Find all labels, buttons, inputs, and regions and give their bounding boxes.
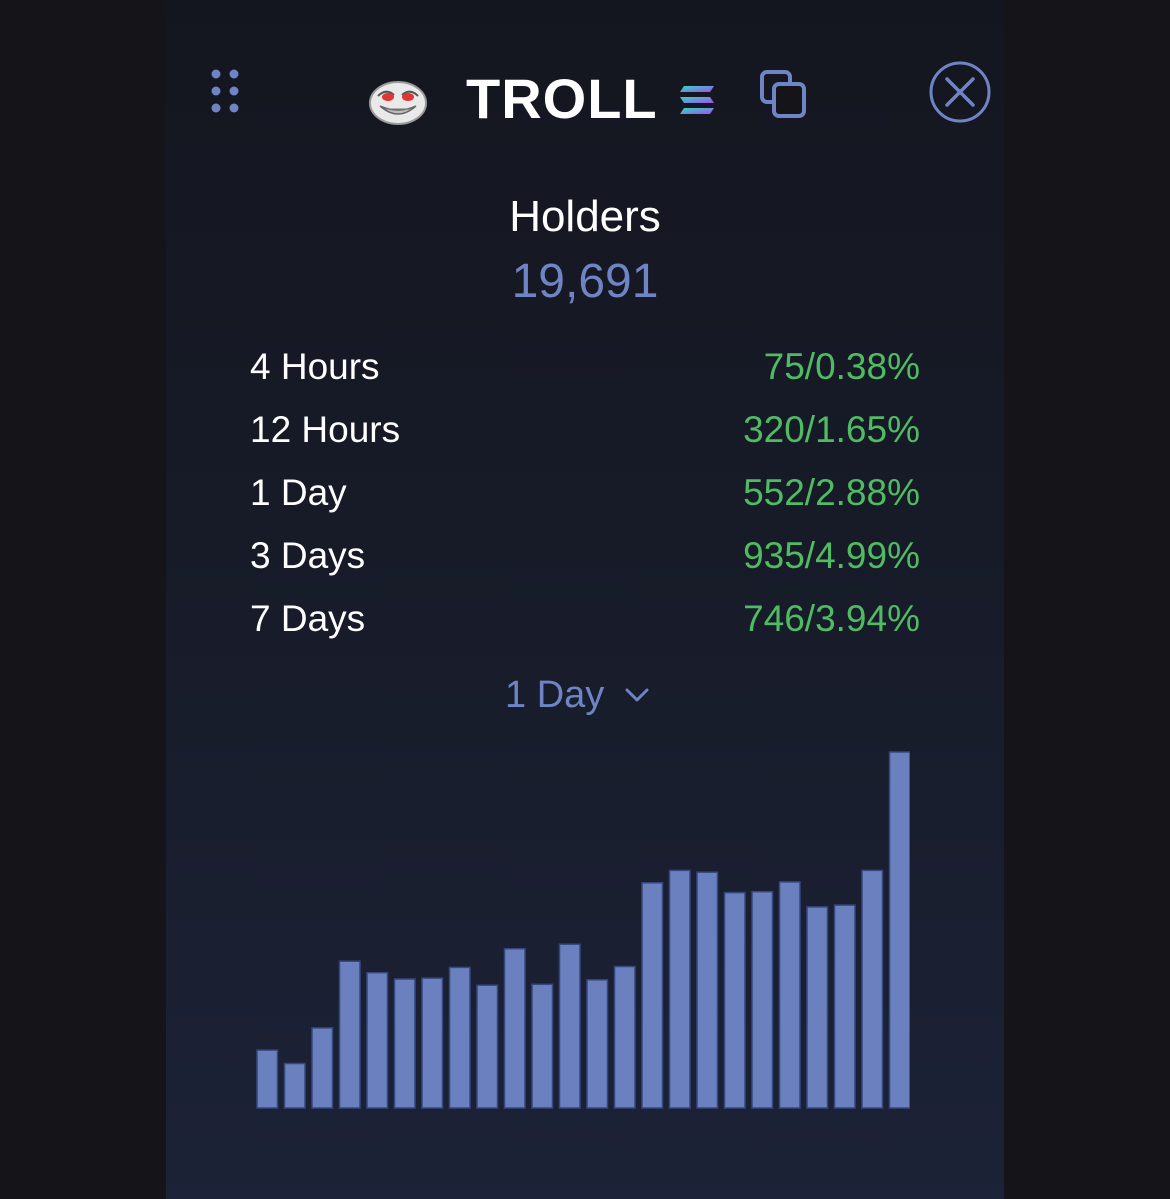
- chart-bar: [641, 882, 664, 1109]
- chart-bar: [696, 871, 719, 1109]
- token-symbol: TROLL: [466, 67, 658, 130]
- chevron-down-icon: [625, 688, 649, 702]
- holders-total: 19,691: [511, 255, 659, 308]
- copy-icon[interactable]: [760, 70, 808, 120]
- chart-bar: [311, 1027, 334, 1109]
- chart-bar: [668, 869, 691, 1109]
- troll-face-icon: [369, 81, 427, 125]
- stat-row: 7 Days 746/3.94%: [250, 596, 920, 659]
- stat-row: 4 Hours 75/0.38%: [250, 344, 920, 407]
- chart-bar: [558, 943, 581, 1109]
- chart-bar: [338, 960, 361, 1109]
- stat-label: 12 Hours: [250, 409, 401, 450]
- chart-bar: [421, 977, 444, 1109]
- chart-bar: [393, 978, 416, 1109]
- chart-bar: [613, 965, 636, 1109]
- stat-row: 3 Days 935/4.99%: [250, 533, 920, 596]
- chart-bar: [476, 984, 499, 1109]
- period-dropdown[interactable]: 1 Day: [505, 670, 650, 720]
- chart-bar: [503, 947, 526, 1109]
- chart-bar: [256, 1049, 279, 1109]
- chart-bar: [751, 890, 774, 1109]
- chart-bar: [778, 881, 801, 1109]
- chart-bar: [366, 971, 389, 1109]
- period-selected-label: 1 Day: [505, 673, 605, 716]
- stat-label: 4 Hours: [250, 346, 380, 387]
- stat-value: 746/3.94%: [743, 598, 920, 639]
- chart-bar: [861, 869, 884, 1109]
- chart-bar: [586, 979, 609, 1109]
- chart-bar: [531, 983, 554, 1109]
- chart-bar: [888, 751, 910, 1109]
- stat-value: 75/0.38%: [763, 346, 920, 387]
- holders-bar-chart: [256, 751, 910, 1109]
- chart-bar: [806, 906, 829, 1109]
- stat-row: 1 Day 552/2.88%: [250, 470, 920, 533]
- stat-label: 7 Days: [250, 598, 366, 639]
- stat-label: 3 Days: [250, 535, 366, 576]
- holders-heading: Holders: [509, 192, 661, 241]
- chart-bar: [833, 904, 856, 1109]
- stat-value: 320/1.65%: [743, 409, 920, 450]
- chart-bar: [283, 1062, 306, 1109]
- holder-stats-list: 4 Hours 75/0.38% 12 Hours 320/1.65% 1 Da…: [250, 344, 920, 659]
- chart-bar: [723, 891, 746, 1109]
- stat-value: 935/4.99%: [743, 535, 920, 576]
- solana-icon: [680, 86, 714, 114]
- chart-bar: [448, 966, 471, 1109]
- stat-row: 12 Hours 320/1.65%: [250, 407, 920, 470]
- stat-value: 552/2.88%: [743, 472, 920, 513]
- drag-handle-icon[interactable]: [210, 68, 240, 114]
- close-circle-icon[interactable]: [928, 60, 992, 124]
- stat-label: 1 Day: [250, 472, 347, 513]
